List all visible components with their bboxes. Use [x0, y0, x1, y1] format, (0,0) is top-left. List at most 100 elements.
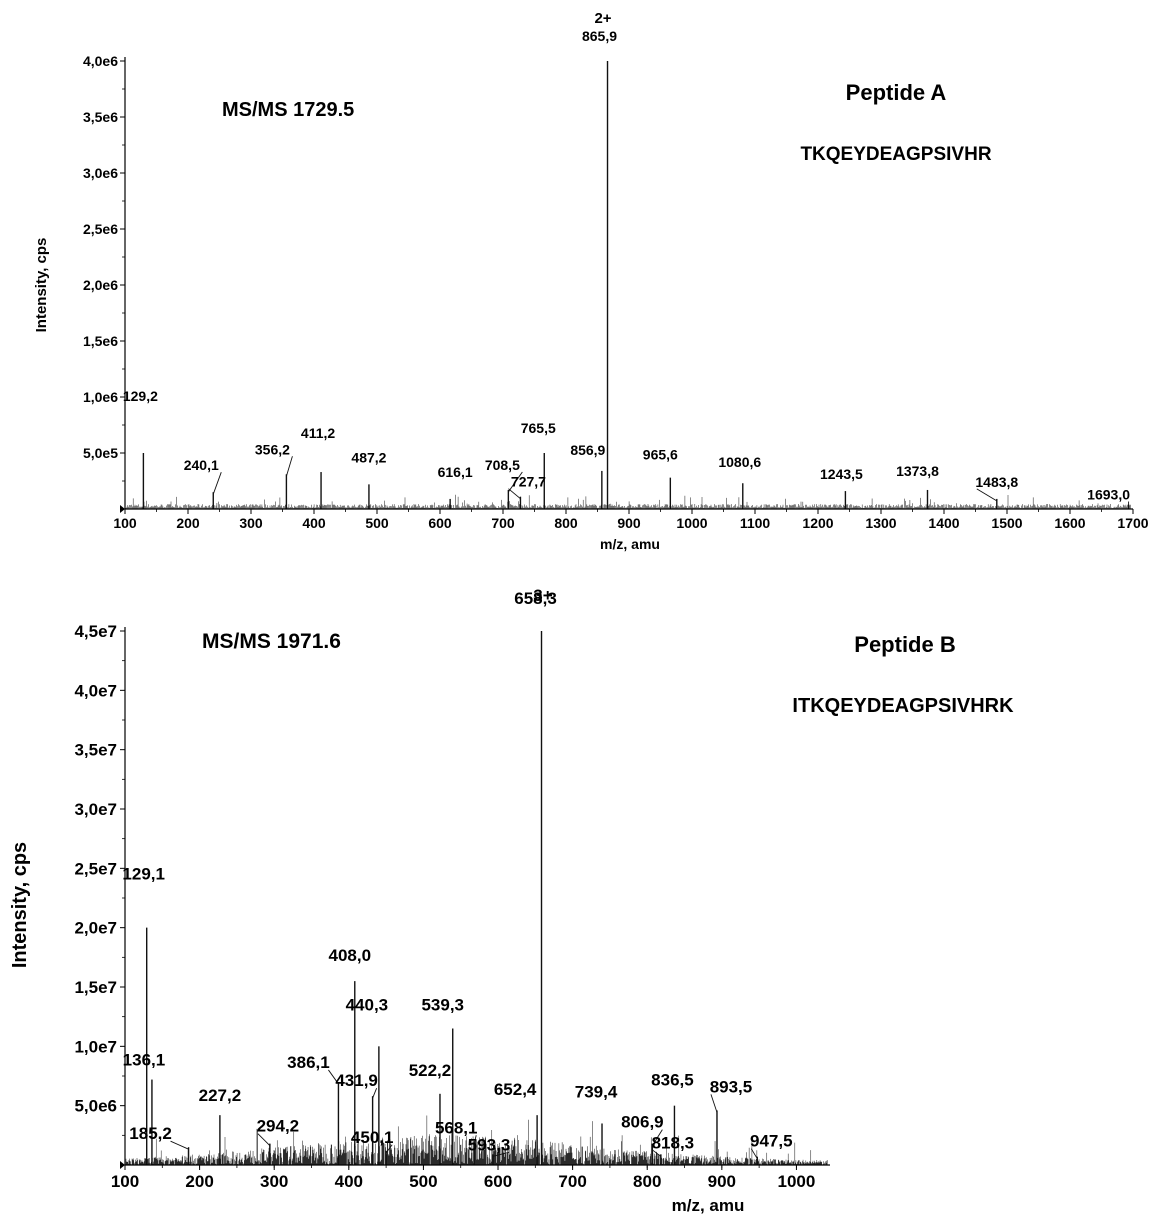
y-tick-label: 2,0e6 [83, 277, 118, 293]
x-tick-label: 900 [708, 1172, 736, 1191]
peak-label: 450,1 [351, 1128, 394, 1147]
peak-label: 539,3 [421, 996, 464, 1015]
peak-labels-b: 129,1 136,1 185,2 227,2 294,2 386,1 408,0 431,9… [122, 589, 792, 1154]
origin-marker [120, 1161, 125, 1169]
axes-b: 100 200 300 400 500 600 700 800 900 1000 5,0e6 1,0e… [74, 622, 830, 1191]
chart-sequence-b: ITKQEYDEAGPSIVHRK [792, 695, 1014, 717]
peak-label: 1693,0 [1087, 487, 1130, 503]
peak-label: 227,2 [199, 1086, 242, 1105]
y-tick-label: 5,0e5 [83, 445, 118, 461]
msms-annotation-b: MS/MS 1971.6 [202, 630, 341, 653]
x-tick-label: 700 [491, 515, 515, 531]
peak-label: 708,5 [485, 457, 520, 473]
label-leader [492, 1151, 510, 1157]
peak-label: 965,6 [643, 447, 678, 463]
peak-label: 1483,8 [975, 474, 1018, 490]
peak-label: 947,5 [750, 1132, 793, 1151]
x-tick-label: 500 [365, 515, 389, 531]
peak-label: 652,4 [494, 1080, 537, 1099]
y-tick-label: 1,0e6 [83, 389, 118, 405]
x-tick-label: 400 [335, 1172, 363, 1191]
peak-label: 129,2 [123, 388, 158, 404]
peak-label: 185,2 [129, 1124, 172, 1143]
x-tick-label: 600 [484, 1172, 512, 1191]
y-axis-label-a: Intensity, cps [33, 238, 50, 333]
x-tick-label: 1500 [991, 515, 1022, 531]
peak-label: 431,9 [335, 1071, 378, 1090]
x-tick-label: 1400 [928, 515, 959, 531]
peak-labels-a: 129,2 240,1 356,2 411,2 487,2 616,1 708,5727,7… [123, 28, 1130, 503]
peak-label: 765,5 [521, 420, 556, 436]
label-leader [257, 1133, 271, 1146]
x-axis-label-b: m/z, amu [672, 1196, 745, 1215]
peak-label: 487,2 [351, 449, 386, 465]
x-tick-label: 500 [409, 1172, 437, 1191]
label-leaders-b [170, 1069, 758, 1159]
y-tick-label: 4,0e6 [83, 53, 118, 69]
peak-label: 136,1 [123, 1051, 166, 1070]
y-tick-label: 1,0e7 [74, 1037, 117, 1056]
spectrum-panel-peptide-b: 100 200 300 400 500 600 700 800 900 1000 5,0e6 1,0e… [9, 586, 1014, 1215]
peak-label: 294,2 [257, 1117, 300, 1136]
peak-label: 408,0 [329, 946, 372, 965]
y-tick-label: 2,0e7 [74, 919, 117, 938]
label-leader [212, 472, 222, 495]
x-tick-label: 300 [260, 1172, 288, 1191]
label-leader [385, 1144, 393, 1154]
noise-baseline-a [125, 494, 1131, 509]
x-tick-label: 100 [111, 1172, 139, 1191]
x-tick-label: 700 [558, 1172, 586, 1191]
peak-label: 568,1 [435, 1118, 478, 1137]
chart-title-b: Peptide B [854, 632, 955, 657]
x-tick-label: 1000 [676, 515, 707, 531]
label-leader [328, 1069, 339, 1085]
y-tick-label: 1,5e7 [74, 978, 117, 997]
y-axis-label-b: Intensity, cps [9, 842, 31, 968]
y-tick-label: 5,0e6 [74, 1097, 117, 1116]
peak-label: 522,2 [409, 1061, 452, 1080]
charge-state-label-b: 3+ [533, 586, 552, 605]
x-axis-label-a: m/z, amu [600, 536, 660, 552]
origin-marker [120, 505, 125, 513]
x-tick-label: 600 [428, 515, 452, 531]
y-tick-label: 3,5e6 [83, 109, 118, 125]
x-tick-label: 900 [617, 515, 641, 531]
y-tick-label: 3,0e6 [83, 165, 118, 181]
x-tick-label: 1000 [778, 1172, 816, 1191]
peak-label: 411,2 [301, 425, 335, 441]
y-tick-label: 3,0e7 [74, 800, 117, 819]
peak-label: 893,5 [710, 1077, 753, 1096]
label-leader [507, 471, 523, 493]
chart-sequence-a: TKQEYDEAGPSIVHR [800, 144, 991, 165]
noise-trace-a [125, 494, 1131, 509]
noise-trace-b [125, 1115, 829, 1165]
peak-label: 739,4 [575, 1082, 618, 1101]
x-tick-label: 1200 [802, 515, 833, 531]
x-tick-label: 300 [239, 515, 263, 531]
x-tick-label: 100 [113, 515, 137, 531]
label-leaders-a [212, 456, 1130, 507]
peak-label: 658,3 [514, 589, 557, 608]
peak-label: 856,9 [570, 442, 605, 458]
x-tick-label: 400 [302, 515, 326, 531]
peak-label: 1373,8 [896, 463, 939, 479]
x-tick-label: 1100 [740, 515, 771, 531]
y-tick-label: 3,5e7 [74, 741, 117, 760]
peak-label: 1080,6 [718, 454, 761, 470]
peak-label: 806,9 [621, 1113, 664, 1132]
label-leader [372, 1088, 378, 1099]
peak-label: 593,3 [468, 1135, 511, 1154]
label-leader [170, 1140, 189, 1150]
msms-annotation-a: MS/MS 1729.5 [222, 99, 354, 121]
axes-a: 100 200 300 400 500 600 700 800 900 1000 1100 1200 1… [83, 53, 1149, 531]
label-leader [285, 456, 293, 477]
label-leader [750, 1148, 758, 1159]
x-tick-label: 200 [176, 515, 200, 531]
label-leader [473, 1135, 477, 1144]
y-tick-label: 4,5e7 [74, 622, 117, 641]
y-tick-label: 1,5e6 [83, 333, 118, 349]
x-tick-label: 200 [185, 1172, 213, 1191]
y-tick-label: 2,5e7 [74, 859, 117, 878]
x-tick-label: 1300 [865, 515, 896, 531]
